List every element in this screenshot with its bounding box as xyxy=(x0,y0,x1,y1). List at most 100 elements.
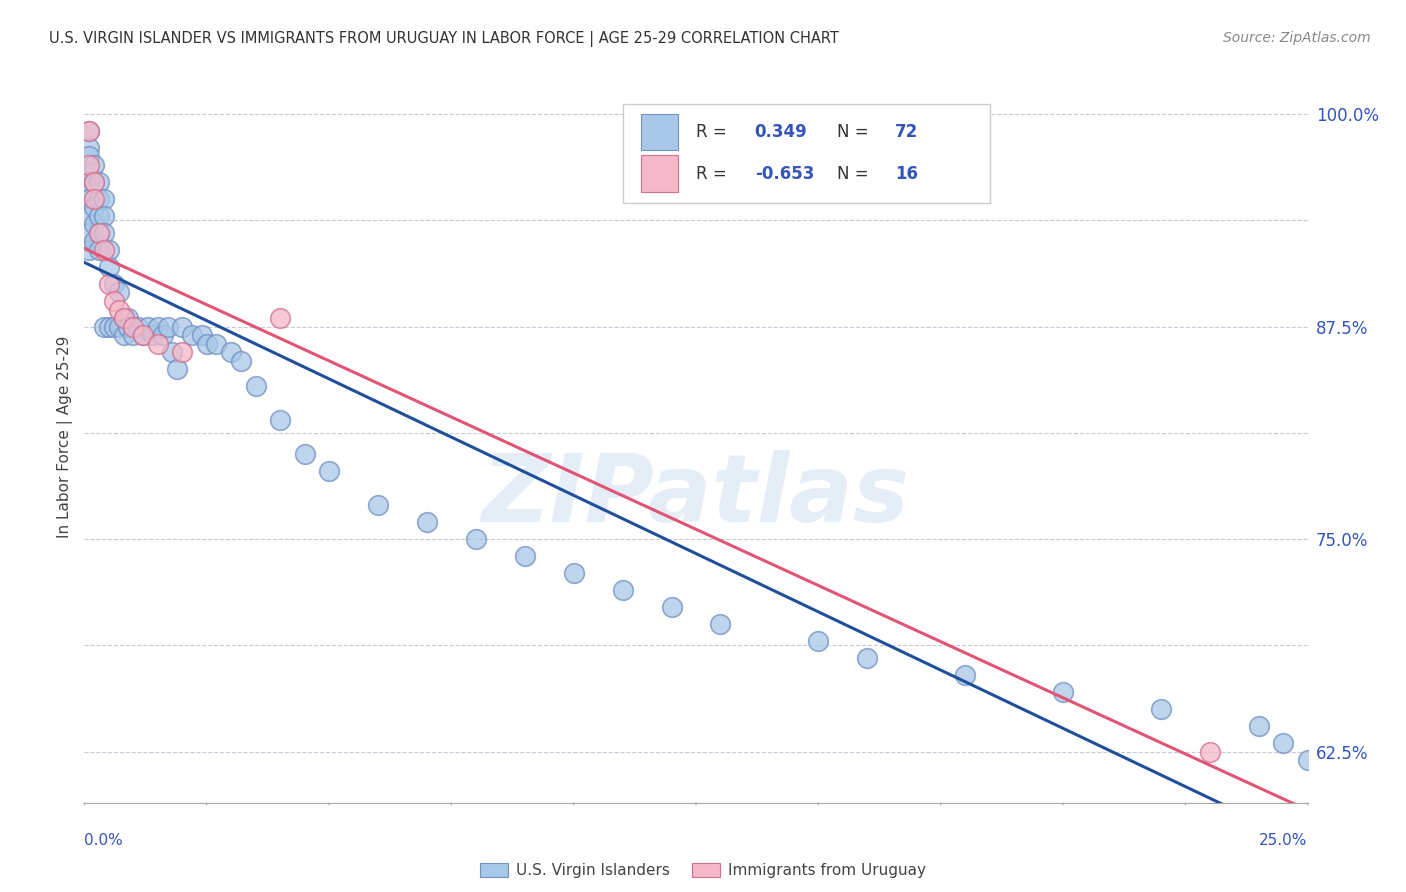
Text: -0.653: -0.653 xyxy=(755,165,814,183)
Text: ZIPatlas: ZIPatlas xyxy=(482,450,910,541)
Point xyxy=(83,158,105,172)
Point xyxy=(107,319,129,334)
Point xyxy=(77,243,100,257)
Point xyxy=(87,226,110,240)
Point xyxy=(77,149,100,163)
Point xyxy=(97,319,120,334)
Text: Source: ZipAtlas.com: Source: ZipAtlas.com xyxy=(1223,31,1371,45)
Point xyxy=(107,302,129,317)
Point xyxy=(612,583,634,598)
Text: 0.0%: 0.0% xyxy=(84,833,124,848)
Legend: U.S. Virgin Islanders, Immigrants from Uruguay: U.S. Virgin Islanders, Immigrants from U… xyxy=(474,857,932,884)
Point xyxy=(132,328,155,343)
Point xyxy=(112,311,135,326)
Point xyxy=(97,277,120,291)
Text: 0.349: 0.349 xyxy=(755,123,807,141)
Point xyxy=(191,328,214,343)
Point xyxy=(93,226,115,240)
Point xyxy=(807,634,830,648)
Point xyxy=(77,226,100,240)
Point xyxy=(953,668,976,682)
Point xyxy=(132,328,155,343)
Text: R =: R = xyxy=(696,123,733,141)
Point xyxy=(172,319,194,334)
Point xyxy=(87,243,110,257)
Point xyxy=(87,192,110,206)
Point xyxy=(181,328,204,343)
Point xyxy=(93,319,115,334)
Point xyxy=(1247,719,1270,733)
Point xyxy=(661,600,683,615)
Point xyxy=(87,175,110,189)
Point xyxy=(122,319,145,334)
Point xyxy=(269,413,291,427)
Point xyxy=(77,124,100,138)
Point xyxy=(103,277,125,291)
Point xyxy=(93,192,115,206)
Point xyxy=(229,353,252,368)
Point xyxy=(172,345,194,359)
Point xyxy=(709,617,731,632)
Point xyxy=(97,243,120,257)
Point xyxy=(245,379,267,393)
Point xyxy=(77,141,100,155)
Point xyxy=(166,362,188,376)
Point xyxy=(152,328,174,343)
Point xyxy=(77,192,100,206)
Text: 25.0%: 25.0% xyxy=(1260,833,1308,848)
Point xyxy=(205,336,228,351)
Point xyxy=(103,319,125,334)
Point xyxy=(195,336,218,351)
Point xyxy=(122,328,145,343)
Point xyxy=(83,218,105,232)
Text: 16: 16 xyxy=(896,165,918,183)
Point xyxy=(83,175,105,189)
Point xyxy=(318,464,340,478)
Point xyxy=(97,260,120,274)
FancyBboxPatch shape xyxy=(641,114,678,151)
Point xyxy=(87,209,110,223)
FancyBboxPatch shape xyxy=(623,104,990,203)
Point xyxy=(416,515,439,529)
Point xyxy=(83,175,105,189)
Point xyxy=(146,336,169,351)
Point xyxy=(856,651,879,665)
Point xyxy=(367,498,389,512)
Point xyxy=(112,311,135,326)
Text: N =: N = xyxy=(837,123,873,141)
Point xyxy=(83,192,105,206)
Point xyxy=(1150,702,1173,716)
Point xyxy=(107,285,129,300)
Y-axis label: In Labor Force | Age 25-29: In Labor Force | Age 25-29 xyxy=(58,336,73,538)
Point xyxy=(162,345,184,359)
Point xyxy=(156,319,179,334)
Point xyxy=(77,166,100,180)
Point xyxy=(103,293,125,308)
Point xyxy=(562,566,585,581)
Point xyxy=(77,183,100,197)
Point xyxy=(77,209,100,223)
Point xyxy=(1296,753,1319,767)
Point xyxy=(93,209,115,223)
Text: N =: N = xyxy=(837,165,873,183)
Point xyxy=(136,319,159,334)
Point xyxy=(77,175,100,189)
Point xyxy=(117,311,139,326)
Point xyxy=(117,319,139,334)
Point xyxy=(77,158,100,172)
Point xyxy=(146,319,169,334)
Point xyxy=(83,201,105,215)
Point xyxy=(83,235,105,249)
Point xyxy=(127,319,149,334)
Point xyxy=(77,124,100,138)
Point xyxy=(219,345,242,359)
Point xyxy=(1198,745,1220,759)
Point xyxy=(1052,685,1074,699)
Point xyxy=(112,328,135,343)
Point xyxy=(93,243,115,257)
FancyBboxPatch shape xyxy=(641,155,678,192)
Point xyxy=(513,549,536,563)
Point xyxy=(142,328,165,343)
Point xyxy=(87,226,110,240)
Point xyxy=(1272,736,1295,750)
